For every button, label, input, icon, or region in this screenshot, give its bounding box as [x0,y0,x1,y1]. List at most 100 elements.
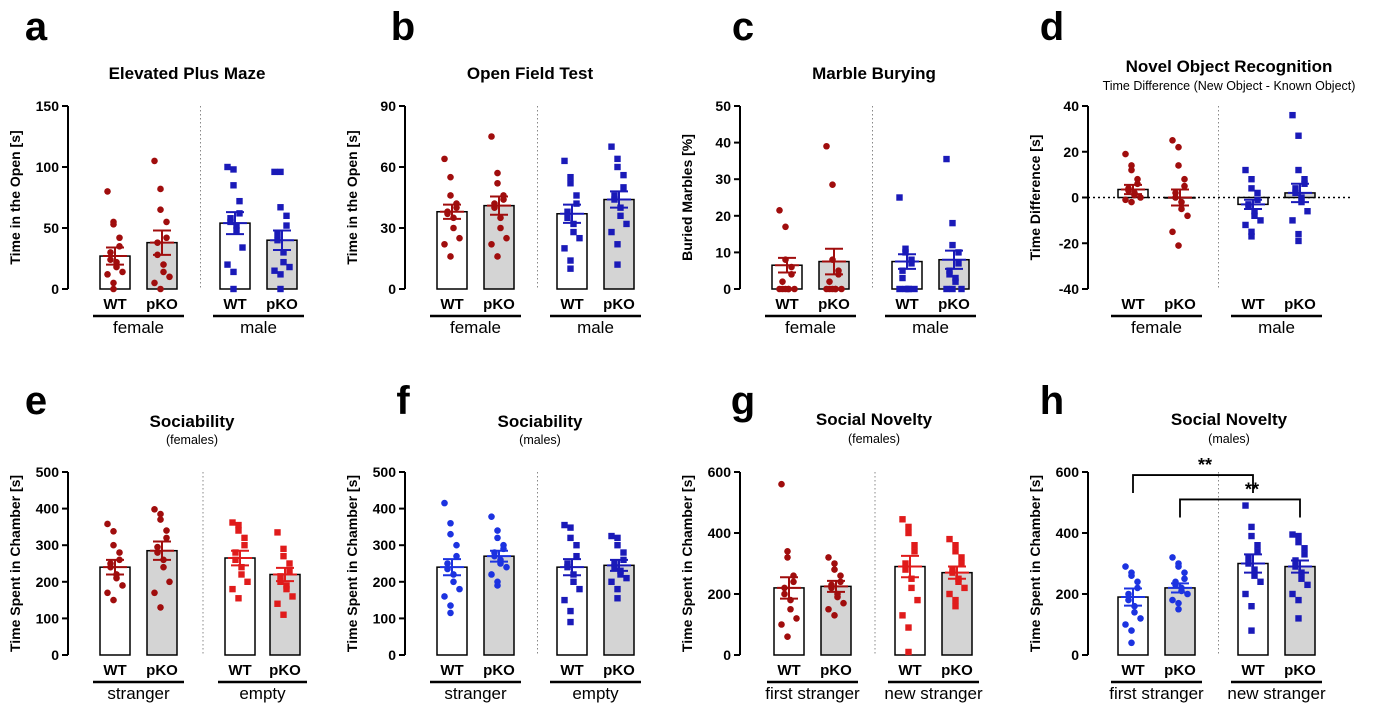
data-point [902,560,909,567]
y-tick-label: 10 [715,244,731,260]
y-tick-label: 40 [715,135,731,151]
data-point [567,618,574,626]
y-tick-label: 600 [708,464,732,480]
data-point [608,143,615,150]
data-point [955,578,962,585]
data-point [494,527,501,534]
data-point [280,258,287,266]
data-point [274,600,281,607]
y-axis-label: Buried Marbles [%] [679,134,695,261]
data-point [163,218,170,226]
data-point [1134,180,1141,188]
panel-label: h [1040,379,1064,423]
data-point [1175,143,1182,151]
data-point [244,578,251,585]
data-point [905,624,912,631]
chart-title: Sociability [497,412,583,431]
data-point [230,182,237,189]
chart-subtitle: (males) [1208,432,1250,446]
data-point [946,267,953,274]
chart-subtitle: Time Difference (New Object - Known Obje… [1103,79,1356,93]
bar [436,210,468,290]
data-point [1251,208,1258,215]
data-point [488,513,495,520]
panel-label: d [1040,5,1064,49]
data-point [1128,162,1135,169]
data-point [1292,185,1299,192]
data-point [274,230,281,238]
data-point [564,214,571,222]
data-point [1242,221,1249,229]
data-point [163,234,170,242]
data-point [241,542,248,549]
x-tick-label: WT [777,662,800,679]
data-point [236,210,243,217]
data-point [494,179,501,187]
data-point [494,534,501,542]
data-point [564,208,571,215]
x-tick-label: pKO [818,296,850,313]
data-point [1134,578,1141,586]
data-point [494,169,501,177]
data-point [778,621,785,628]
data-point [1175,162,1182,169]
data-point [1172,189,1179,197]
data-point [567,180,574,187]
data-point [1242,502,1249,509]
data-point [238,563,245,571]
data-point [119,582,126,589]
data-point [958,285,965,293]
panel-g: g Social Novelty (females) 0 200 400 600 Time S… [679,379,983,703]
data-point [280,611,287,618]
y-tick-label: 100 [36,610,60,626]
data-point [447,192,454,199]
data-point [1298,575,1305,582]
data-point [157,510,164,518]
data-point [1137,615,1144,622]
data-point [911,542,918,549]
x-tick-label: pKO [1164,296,1196,313]
data-point [1242,590,1249,598]
data-point [1289,217,1296,224]
data-point [227,218,234,226]
data-point [107,256,114,264]
y-axis-label: Time Spent in Chamber [s] [679,475,695,652]
data-point [561,245,568,252]
y-tick-label: -20 [1059,235,1079,251]
y-axis-label: Time Spent in Chamber [s] [1027,475,1043,652]
data-point [1122,196,1129,204]
data-point [1175,563,1182,570]
x-tick-label: pKO [1284,662,1316,679]
data-point [782,285,789,293]
data-point [1128,166,1135,174]
data-point [1178,205,1185,213]
data-point [277,271,284,278]
data-point [1295,132,1302,139]
x-tick-label: pKO [603,296,635,313]
data-point [955,249,962,256]
data-point [961,584,968,592]
y-tick-label: 200 [1056,586,1080,602]
data-point [899,516,906,523]
data-point [831,612,838,619]
data-point [1128,572,1135,579]
panel-label: e [25,379,47,423]
data-point [163,527,170,534]
group-label: first stranger [1109,684,1204,703]
data-point [1125,590,1132,598]
data-point [441,155,448,163]
data-point [829,181,836,188]
data-point [561,521,568,529]
data-point [567,257,574,264]
data-point [166,273,173,281]
data-point [561,157,568,165]
data-point [227,215,234,222]
data-point [503,234,510,242]
x-tick-label: WT [1121,296,1144,313]
data-point [151,506,158,513]
data-point [611,560,618,567]
data-point [441,593,448,600]
data-point [899,274,906,282]
y-tick-label: 0 [51,281,59,297]
y-axis-label: Time Spent in Chamber [s] [344,475,360,652]
